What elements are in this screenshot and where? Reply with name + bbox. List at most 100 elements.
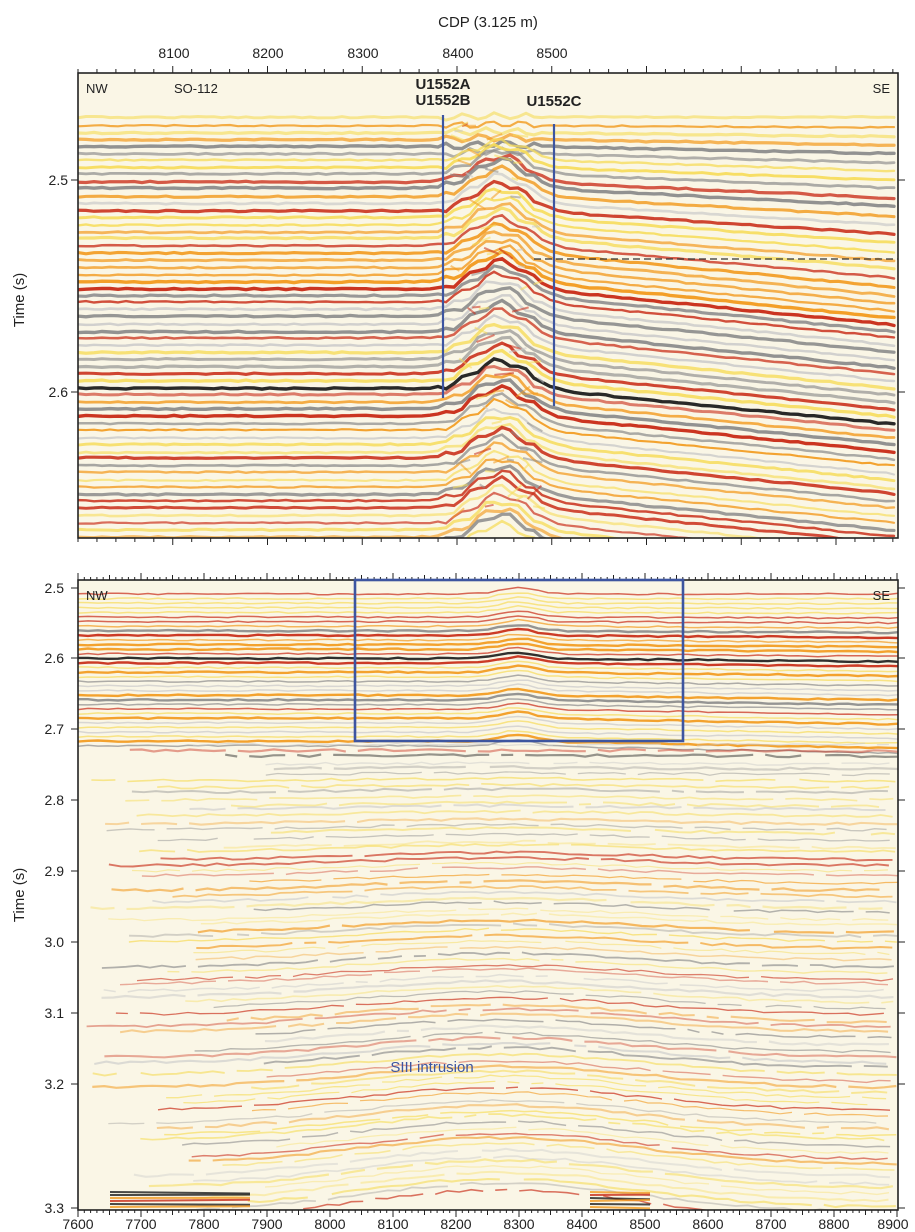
seismic-reflector	[78, 702, 898, 716]
seismic-crest-texture	[451, 507, 465, 519]
seismic-crest-texture	[516, 248, 524, 252]
seismic-reflector	[185, 984, 894, 1004]
bottom-y-tick-label: 3.2	[45, 1076, 65, 1092]
seismic-crest-texture	[494, 372, 514, 376]
seismic-reflector	[78, 156, 896, 208]
seismic-reflector	[78, 707, 898, 721]
seismic-reflector	[78, 738, 898, 755]
seismic-reflector	[78, 142, 896, 182]
seismic-crest-texture	[472, 241, 480, 246]
seismic-reflector	[78, 474, 857, 538]
seismic-reflector	[166, 1074, 887, 1100]
seismic-crest-texture	[480, 224, 497, 230]
seismic-reflector	[78, 449, 896, 517]
bottom-x-tick-label: 8700	[755, 1216, 786, 1232]
top-panel-frame	[77, 72, 899, 539]
seismic-crest-texture	[460, 463, 472, 475]
top-se-label: SE	[873, 81, 891, 96]
seismic-reflector	[109, 1191, 251, 1195]
seismic-reflector	[106, 822, 887, 832]
seismic-reflector	[78, 164, 896, 219]
seismic-reflector	[192, 742, 889, 747]
seismic-reflector	[108, 856, 889, 868]
bottom-seismic-panel: NW SE SIII intrusion Time (s) 2.5 2.6 2.…	[11, 573, 909, 1232]
seismic-reflector	[270, 826, 895, 836]
seismic-reflector	[78, 720, 898, 735]
seismic-reflector	[78, 610, 898, 620]
seismic-reflector	[265, 771, 890, 777]
seismic-reflector	[78, 687, 898, 702]
seismic-crest-texture	[508, 347, 527, 354]
seismic-crest-texture	[492, 455, 510, 464]
seismic-reflector	[264, 1024, 889, 1047]
bottom-y-tick-label: 3.3	[45, 1200, 65, 1216]
seismic-reflector	[251, 1069, 888, 1094]
seismic-crest-texture	[486, 133, 503, 141]
bottom-y-tick-label: 3.0	[45, 934, 65, 950]
seismic-crest-texture	[485, 470, 495, 473]
seismic-reflector	[195, 946, 892, 962]
seismic-crest-texture	[510, 195, 521, 199]
seismic-reflector	[251, 1091, 889, 1117]
seismic-reflector	[78, 683, 898, 697]
seismic-crest-texture	[467, 306, 477, 315]
top-nw-label: NW	[86, 81, 108, 96]
seismic-reflector	[200, 912, 897, 926]
seismic-crest-texture	[480, 236, 491, 243]
seismic-reflector	[181, 1120, 891, 1148]
top-x-tick-label: 8100	[158, 45, 189, 61]
bottom-seismic-reflectors	[78, 586, 898, 1210]
seismic-reflector	[78, 679, 898, 692]
seismic-reflector	[78, 149, 896, 190]
seismic-reflector	[78, 710, 898, 726]
seismic-reflector	[147, 1181, 858, 1210]
seismic-crest-texture	[453, 121, 469, 130]
bottom-se-label: SE	[873, 588, 891, 603]
seismic-crest-texture	[450, 134, 467, 143]
seismic-reflector	[78, 138, 896, 173]
seismic-reflector	[78, 730, 898, 744]
seismic-reflector	[78, 500, 639, 538]
well-label-u1552c: U1552C	[526, 93, 581, 110]
seismic-reflector	[273, 765, 898, 772]
seismic-reflector	[78, 698, 898, 711]
seismic-crest-texture	[511, 306, 529, 313]
seismic-reflector	[78, 651, 898, 664]
seismic-crest-texture	[533, 279, 544, 286]
seismic-reflector	[78, 280, 896, 348]
bottom-x-tick-label: 8100	[377, 1216, 408, 1232]
bottom-x-tick-label: 8900	[877, 1216, 908, 1232]
seismic-crest-texture	[511, 177, 519, 182]
seismic-reflector	[78, 627, 898, 640]
seismic-reflector	[133, 1147, 890, 1179]
seismic-reflector	[78, 357, 896, 426]
seismic-reflector	[78, 660, 898, 673]
bottom-x-tick-label: 8000	[314, 1216, 345, 1232]
seismic-crest-texture	[455, 458, 471, 465]
seismic-reflector	[141, 866, 898, 878]
seismic-reflector	[589, 1197, 651, 1201]
seismic-reflector	[196, 933, 893, 950]
seismic-reflector	[78, 592, 898, 601]
seismic-crest-texture	[503, 342, 522, 351]
seismic-reflector	[191, 1132, 888, 1161]
seismic-crest-texture	[493, 389, 505, 393]
seismic-reflector	[78, 615, 898, 625]
seismic-reflector	[167, 957, 888, 975]
seismic-reflector	[157, 1086, 891, 1111]
seismic-reflector	[109, 1198, 251, 1202]
seismic-crest-texture	[471, 270, 486, 277]
seismic-reflector	[78, 335, 896, 405]
bottom-y-tick-label: 2.8	[45, 792, 65, 808]
seismic-reflector	[266, 1060, 891, 1084]
seismic-reflector	[78, 213, 896, 280]
seismic-reflector	[78, 221, 896, 290]
seismic-crest-texture	[490, 189, 502, 200]
top-x-tick-label: 8400	[442, 45, 473, 61]
seismic-reflector	[78, 397, 896, 467]
seismic-reflector	[160, 850, 893, 862]
bottom-x-tick-label: 8300	[503, 1216, 534, 1232]
top-y-tick-label: 2.6	[49, 384, 69, 400]
seismic-reflector	[78, 179, 896, 237]
seismic-crest-texture	[484, 503, 494, 508]
